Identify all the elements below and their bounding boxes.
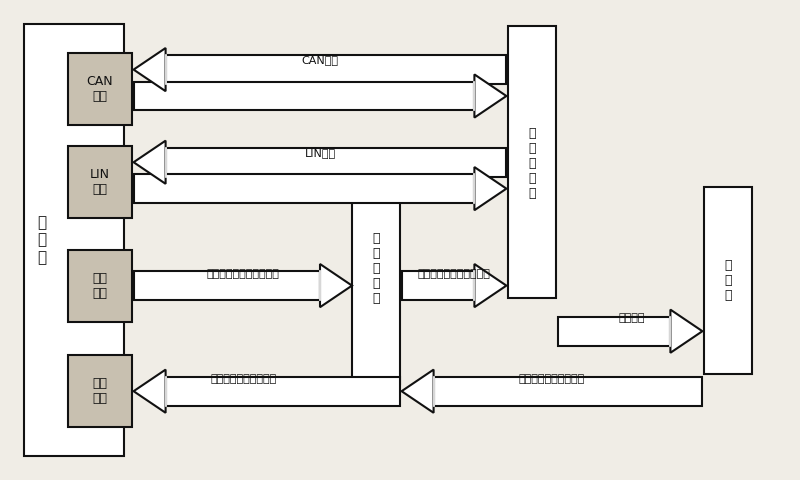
Polygon shape <box>134 141 166 184</box>
Bar <box>166 377 400 406</box>
Bar <box>166 148 506 177</box>
Bar <box>704 187 752 374</box>
Bar <box>558 317 670 346</box>
Text: 调理后的驱动反馈信号: 调理后的驱动反馈信号 <box>210 374 276 384</box>
Bar <box>68 146 132 218</box>
Polygon shape <box>134 370 166 413</box>
Text: LIN
接口: LIN 接口 <box>90 168 110 196</box>
Polygon shape <box>474 74 506 118</box>
Text: 负
载
筱: 负 载 筱 <box>724 259 732 302</box>
Text: 驱动输出: 驱动输出 <box>618 313 646 323</box>
Text: 输出
接口: 输出 接口 <box>93 272 107 300</box>
Polygon shape <box>320 264 352 307</box>
Text: CAN通信: CAN通信 <box>302 55 338 65</box>
Text: 调理前的驱动反馈信号: 调理前的驱动反馈信号 <box>519 374 585 384</box>
Polygon shape <box>134 48 166 91</box>
Polygon shape <box>474 264 506 307</box>
Text: LIN通信: LIN通信 <box>305 148 335 157</box>
Polygon shape <box>402 370 434 413</box>
Polygon shape <box>474 167 506 210</box>
Text: CAN
接口: CAN 接口 <box>86 75 114 103</box>
Bar <box>134 271 320 300</box>
Bar <box>24 24 124 456</box>
Bar <box>134 82 474 110</box>
Text: 被
测
控
制
器: 被 测 控 制 器 <box>528 127 536 200</box>
Bar <box>402 271 474 300</box>
Bar <box>434 377 702 406</box>
Bar <box>68 53 132 125</box>
Bar <box>508 26 556 298</box>
Text: 输入
接口: 输入 接口 <box>93 377 107 405</box>
Bar <box>68 355 132 427</box>
Bar <box>134 174 474 203</box>
Text: 信
号
调
理
板: 信 号 调 理 板 <box>372 232 380 305</box>
Bar <box>68 250 132 322</box>
Text: 上
位
机: 上 位 机 <box>37 215 46 265</box>
Text: 调理后的控制器输入信号: 调理后的控制器输入信号 <box>418 269 491 278</box>
Bar <box>166 55 506 84</box>
Bar <box>352 154 400 384</box>
Polygon shape <box>670 310 702 353</box>
Text: 调理前的控制器输入信号: 调理前的控制器输入信号 <box>206 269 280 278</box>
